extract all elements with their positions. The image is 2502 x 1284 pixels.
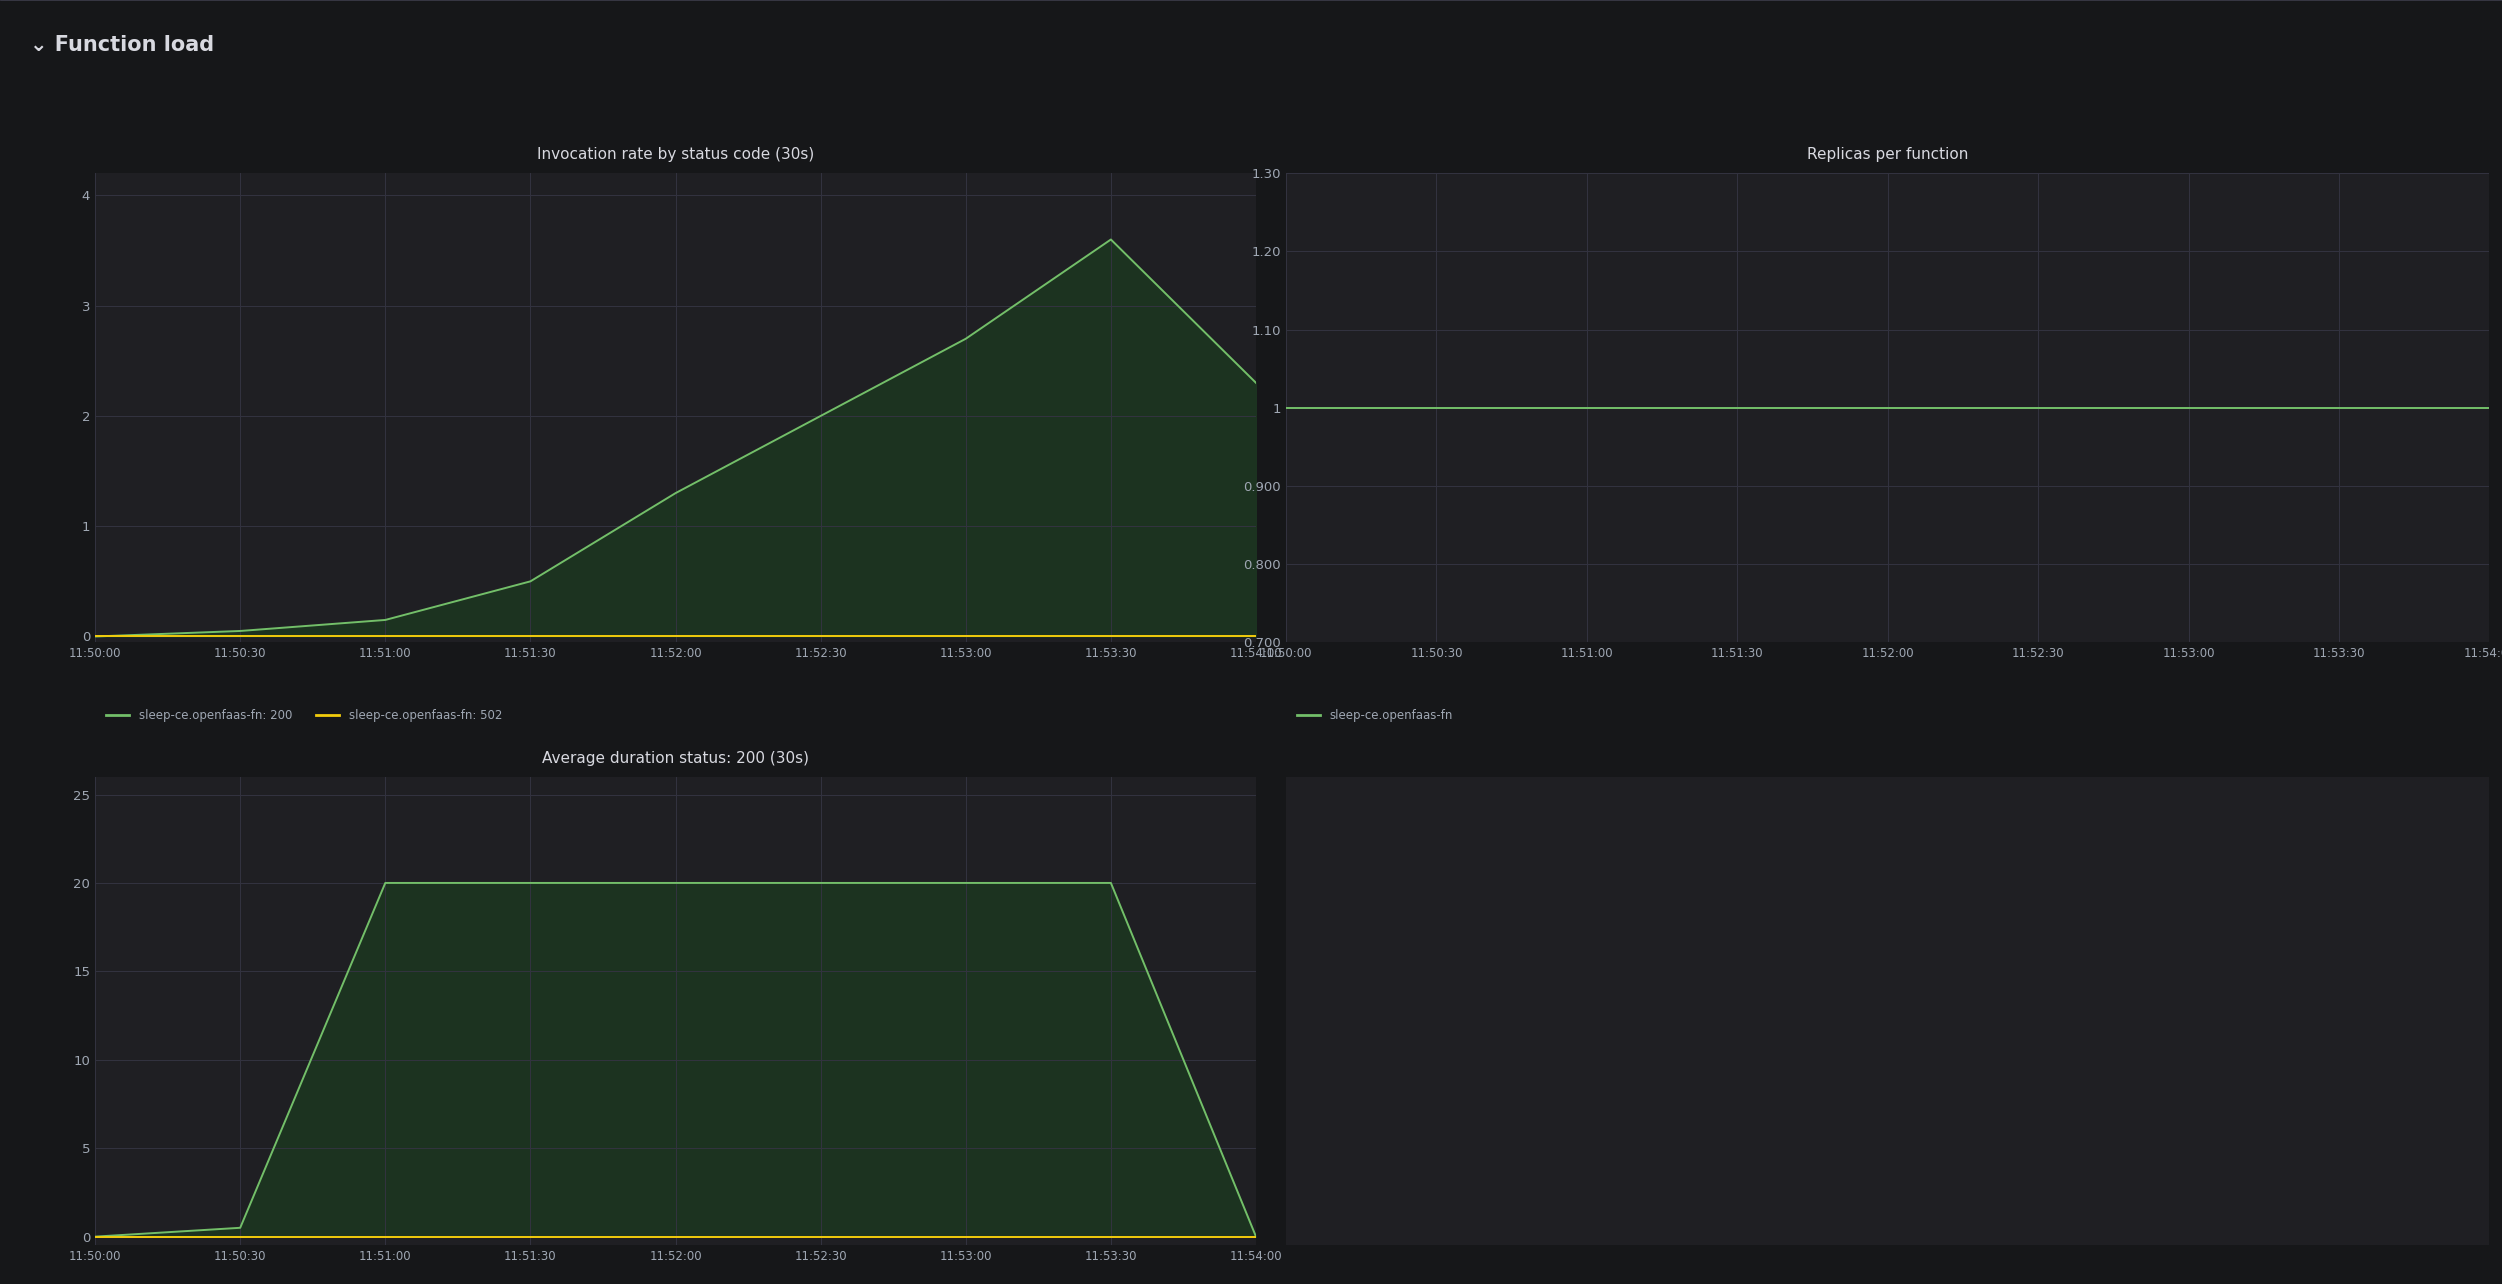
Title: Replicas per function: Replicas per function [1806,148,1969,163]
Legend: sleep-ce.openfaas-fn: sleep-ce.openfaas-fn [1291,704,1459,727]
Title: Invocation rate by status code (30s): Invocation rate by status code (30s) [538,148,813,163]
Text: ⌄ Function load: ⌄ Function load [30,35,215,55]
Legend: sleep-ce.openfaas-fn: 200, sleep-ce.openfaas-fn: 502: sleep-ce.openfaas-fn: 200, sleep-ce.open… [100,704,508,727]
Title: Average duration status: 200 (30s): Average duration status: 200 (30s) [543,751,808,767]
